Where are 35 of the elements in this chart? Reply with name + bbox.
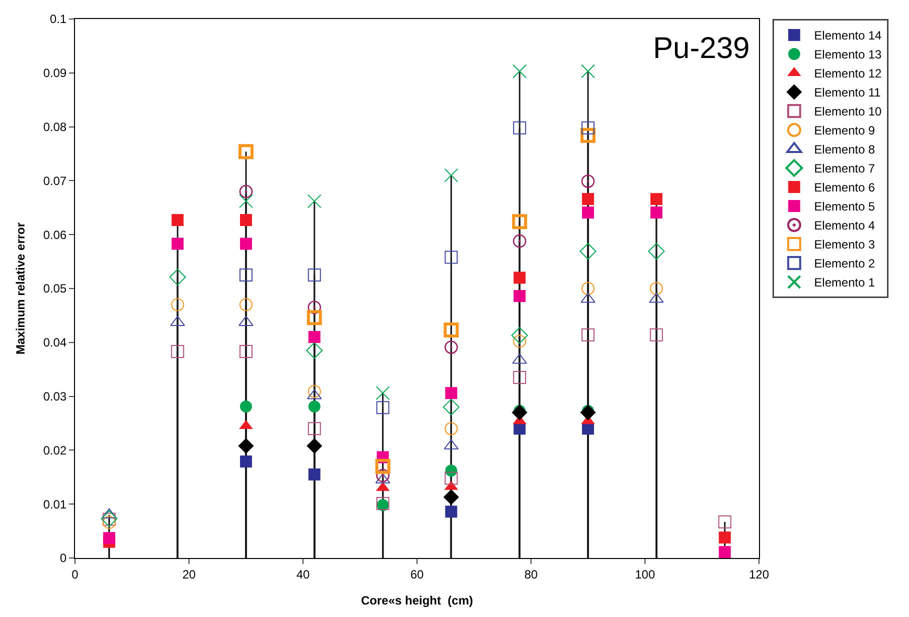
y-tick-label: 0.1 [50,12,67,26]
y-tick-label: 0.06 [43,228,67,242]
legend-label: Elemento 14 [814,28,882,43]
x-axis-title: Core«s height (cm) [360,593,474,608]
x-tick-label: 120 [748,567,770,582]
y-tick-label: 0.04 [43,336,67,350]
y-tick-label: 0.09 [43,66,67,80]
legend-label: Elemento 6 [814,180,876,195]
legend-label: Elemento 12 [814,66,882,81]
y-tick-label: 0.07 [43,174,67,188]
legend-label: Elemento 2 [814,256,876,271]
legend-label: Elemento 10 [814,104,882,119]
x-tick-label: 80 [524,567,538,582]
y-tick-label: 0.08 [43,120,67,134]
legend-label: Elemento 8 [814,142,876,157]
legend-label: Elemento 3 [814,238,876,252]
legend-label: Elemento 7 [814,162,876,176]
legend-label: Elemento 9 [814,124,876,138]
x-tick-label: 20 [182,567,196,582]
legend-label: Elemento 5 [814,200,876,214]
y-tick-label: 0.05 [43,282,67,296]
y-tick-label: 0.01 [43,497,67,512]
x-tick-label: 0 [72,567,79,582]
legend-label: Elemento 1 [814,276,876,290]
y-tick-label: 0 [60,551,67,566]
legend-label: Elemento 11 [814,86,881,100]
x-tick-label: 60 [410,567,424,582]
legend-label: Elemento 4 [814,218,876,233]
x-tick-label: 100 [634,567,656,582]
y-tick-label: 0.02 [43,443,67,458]
legend-label: Elemento 13 [814,48,882,62]
annotation: Pu-239 [653,32,750,65]
y-axis-title: Maximum relative error [14,222,28,355]
x-tick-label: 40 [296,567,310,582]
y-tick-label: 0.03 [43,390,67,404]
